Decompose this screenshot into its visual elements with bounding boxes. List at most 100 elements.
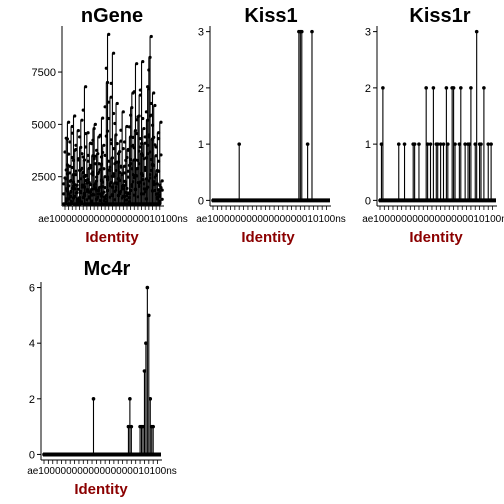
- data-point: [156, 137, 161, 141]
- data-point: [141, 153, 145, 157]
- data-point: [131, 173, 135, 177]
- y-tick-label: 2: [198, 83, 204, 95]
- panel-title: Kiss1r: [409, 5, 470, 27]
- y-tick-label: 1: [198, 139, 204, 151]
- data-point: [125, 198, 129, 202]
- data-point: [80, 118, 84, 122]
- data-point: [86, 153, 90, 157]
- data-point: [82, 193, 87, 198]
- data-point: [64, 168, 68, 172]
- data-point: [68, 171, 72, 175]
- data-point: [97, 186, 101, 190]
- data-point: [91, 397, 96, 401]
- y-tick-label: 2: [29, 394, 35, 406]
- panel-mc4r: Mc4r 0 2 4 6 ae10000000000000000010100ns Id…: [27, 258, 177, 498]
- data-point: [121, 194, 125, 198]
- data-point: [114, 168, 118, 173]
- data-point: [70, 131, 74, 135]
- data-point: [156, 169, 161, 173]
- data-point: [149, 157, 153, 162]
- data-point: [113, 162, 117, 166]
- data-point: [125, 193, 129, 198]
- data-point: [425, 142, 430, 146]
- data-point: [107, 116, 111, 121]
- data-point: [80, 166, 84, 170]
- data-point: [428, 142, 433, 146]
- data-point: [108, 165, 112, 169]
- data-point: [133, 188, 138, 192]
- data-point: [77, 135, 82, 139]
- data-point: [132, 146, 136, 150]
- data-point: [86, 131, 90, 135]
- panel-title: Mc4r: [84, 258, 131, 280]
- data-point: [113, 121, 117, 126]
- panel-title: Kiss1: [244, 5, 297, 27]
- data-point: [126, 424, 131, 429]
- data-point: [105, 188, 110, 193]
- data-point: [115, 142, 119, 146]
- data-point: [85, 173, 89, 178]
- data-point: [141, 178, 145, 182]
- data-point: [137, 182, 141, 186]
- data-point: [137, 162, 141, 166]
- data-point: [68, 140, 72, 144]
- data-point: [88, 183, 93, 187]
- panel-kiss1: Kiss1 0 1 2 3 ae10000000000000000010100ns I…: [196, 5, 346, 246]
- data-point: [145, 285, 150, 290]
- data-point: [148, 397, 153, 401]
- data-point: [67, 120, 71, 124]
- x-tick-labels: ae10000000000000000010100ns: [27, 466, 177, 477]
- data-point: [95, 148, 99, 152]
- data-point: [453, 142, 457, 146]
- y-tick-label: 3: [365, 27, 371, 39]
- data-point: [160, 179, 164, 183]
- data-point: [79, 177, 83, 181]
- data-point: [130, 167, 134, 171]
- x-axis-label: Identity: [409, 229, 463, 246]
- data-point: [119, 128, 123, 132]
- x-axis-label: Identity: [241, 229, 295, 246]
- data-point: [142, 192, 146, 196]
- data-point: [114, 185, 118, 189]
- data-point: [118, 178, 122, 183]
- data-point: [150, 123, 155, 127]
- data-point: [86, 178, 90, 182]
- data-point: [133, 173, 138, 178]
- data-point: [431, 86, 436, 90]
- data-point: [155, 192, 159, 196]
- data-point: [136, 158, 140, 162]
- y-tick-label: 2500: [32, 172, 56, 184]
- data-point: [103, 105, 107, 109]
- data-point: [81, 155, 85, 159]
- data-point: [135, 131, 139, 136]
- data-point: [479, 142, 483, 146]
- data-point: [98, 133, 102, 137]
- data-point: [489, 142, 493, 146]
- data-point: [127, 125, 132, 129]
- y-tick-label: 0: [365, 195, 371, 207]
- y-tick-label: 0: [198, 195, 204, 207]
- data-point: [79, 189, 83, 193]
- y-tick-label: 5000: [32, 119, 56, 131]
- data-point: [62, 182, 66, 186]
- data-point: [141, 116, 145, 121]
- data-point: [444, 86, 449, 90]
- data-point: [154, 173, 158, 178]
- data-point: [108, 183, 112, 188]
- data-point: [102, 198, 106, 203]
- data-point: [71, 180, 76, 184]
- y-tick-label: 3: [198, 27, 204, 39]
- data-point: [151, 424, 155, 429]
- data-point: [459, 86, 463, 90]
- data-point: [147, 68, 151, 72]
- data-point: [63, 176, 67, 180]
- data-point: [109, 81, 113, 85]
- data-point: [129, 424, 134, 429]
- data-point: [435, 142, 440, 146]
- data-point: [63, 150, 67, 154]
- data-point: [76, 179, 80, 183]
- data-point: [64, 136, 68, 140]
- data-point: [104, 66, 108, 70]
- data-point: [135, 62, 139, 66]
- data-point: [120, 172, 124, 176]
